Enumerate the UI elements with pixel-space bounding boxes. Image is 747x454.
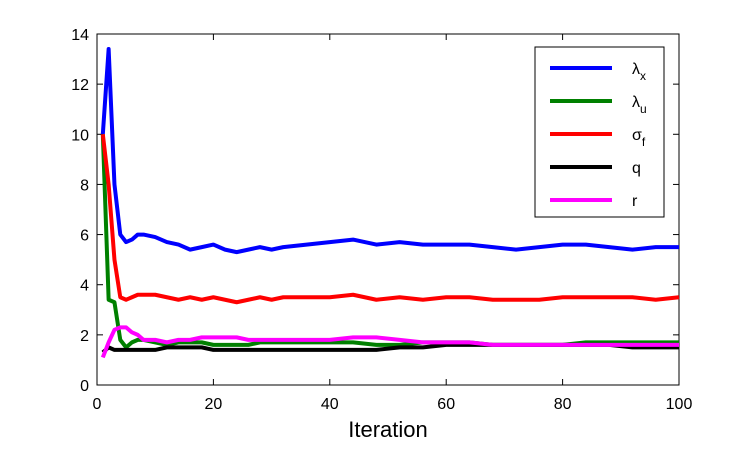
y-tick-label: 6 xyxy=(80,228,89,245)
y-tick-label: 10 xyxy=(71,127,89,144)
x-tick-label: 100 xyxy=(666,396,693,413)
legend-label: λu xyxy=(632,94,647,116)
y-tick-label: 8 xyxy=(80,177,89,194)
x-tick-label: 20 xyxy=(205,396,223,413)
series-line xyxy=(100,134,680,305)
legend-label: λx xyxy=(632,61,646,83)
x-tick-label: 40 xyxy=(321,396,339,413)
y-tick-label: 2 xyxy=(80,328,89,345)
x-axis-label: Iteration xyxy=(348,417,428,442)
legend-label: r xyxy=(632,193,638,210)
x-tick-label: 60 xyxy=(437,396,455,413)
legend-label: q xyxy=(632,160,641,177)
x-tick-label: 0 xyxy=(93,396,102,413)
y-tick-label: 14 xyxy=(71,27,89,44)
y-tick-label: 12 xyxy=(71,77,89,94)
series-line xyxy=(100,325,679,359)
x-tick-label: 80 xyxy=(554,396,572,413)
legend-label: σf xyxy=(632,127,646,149)
y-tick-label: 0 xyxy=(80,378,89,395)
series-line xyxy=(100,47,679,255)
y-tick-label: 4 xyxy=(80,278,89,295)
